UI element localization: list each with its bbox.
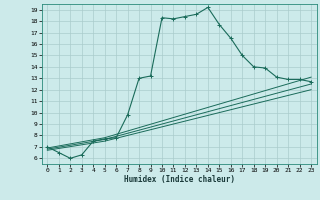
X-axis label: Humidex (Indice chaleur): Humidex (Indice chaleur) [124,175,235,184]
